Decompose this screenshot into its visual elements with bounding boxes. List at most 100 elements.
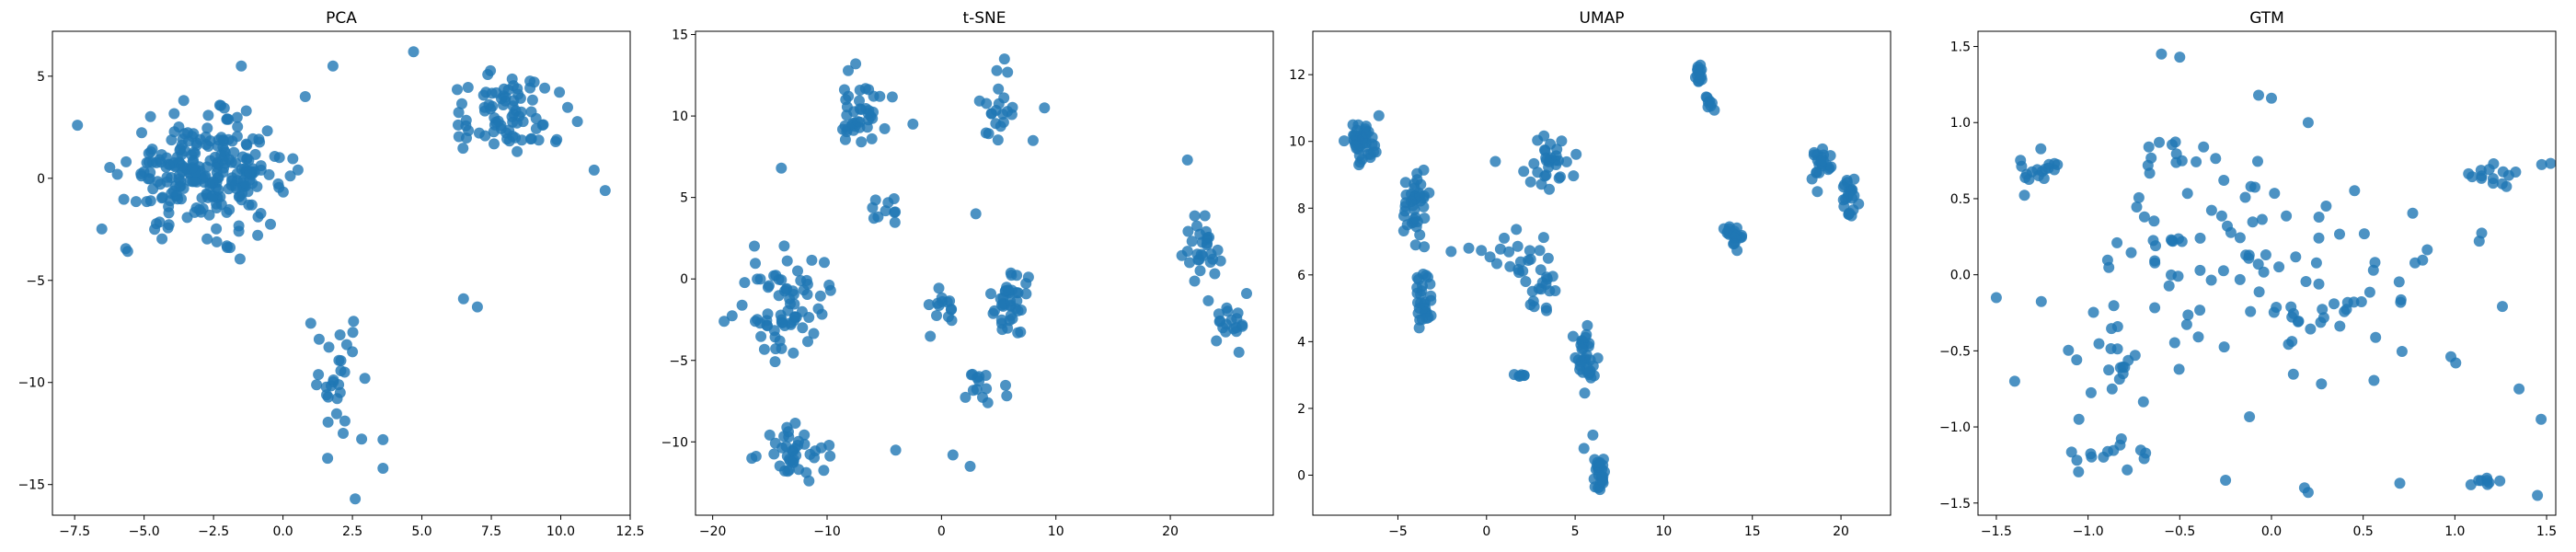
data-point (1411, 287, 1423, 299)
data-point (1189, 210, 1201, 222)
data-point (2106, 323, 2118, 335)
data-point (882, 197, 894, 209)
data-point (1221, 302, 1233, 314)
y-tick-label: −10 (17, 376, 45, 391)
data-point (808, 328, 820, 339)
data-point (783, 426, 794, 438)
data-point (843, 64, 854, 76)
data-point (841, 101, 853, 113)
data-point (530, 122, 542, 134)
data-point (1581, 319, 1593, 331)
data-point (1587, 429, 1599, 441)
data-point (2317, 304, 2329, 316)
data-point (2545, 157, 2556, 169)
data-point (121, 246, 133, 258)
y-tick-label: 10 (672, 109, 688, 124)
data-point (229, 157, 241, 169)
data-point (2032, 170, 2044, 181)
data-point (1413, 322, 1425, 334)
data-point (377, 433, 389, 445)
data-point (852, 116, 864, 128)
data-point (1214, 255, 1226, 267)
data-point (1532, 134, 1544, 146)
data-point (163, 207, 175, 219)
data-point (334, 329, 346, 340)
data-point (797, 322, 809, 334)
data-point (265, 218, 276, 230)
data-point (2217, 265, 2229, 277)
y-tick-label: 10 (1289, 135, 1305, 150)
data-point (2510, 167, 2522, 178)
data-point (854, 103, 866, 115)
data-point (483, 98, 495, 110)
data-point (1418, 164, 1430, 176)
data-point (1000, 285, 1012, 296)
data-point (923, 299, 935, 311)
data-point (510, 105, 522, 117)
data-point (462, 82, 474, 93)
data-point (793, 464, 805, 476)
data-point (967, 385, 979, 397)
data-point (1491, 258, 1502, 270)
y-tick-label: −1.0 (1939, 420, 1971, 435)
data-point (526, 94, 538, 106)
data-point (985, 288, 996, 300)
y-tick-label: 0.0 (1950, 269, 1971, 283)
data-point (719, 316, 730, 328)
data-point (1731, 222, 1742, 234)
data-point (2320, 201, 2332, 212)
data-point (879, 122, 891, 134)
data-point (856, 136, 868, 148)
data-point (2290, 251, 2302, 263)
data-point (776, 162, 788, 174)
data-point (2220, 475, 2232, 486)
data-point (251, 180, 263, 192)
tsne-title: t-SNE (962, 9, 1006, 28)
x-tick-label: 2.5 (342, 524, 362, 539)
umap-subplot: −5 0 5 10 15 20 0 2 4 6 8 10 12 UMAP (1289, 9, 1892, 539)
data-point (322, 391, 334, 403)
data-point (1005, 309, 1017, 321)
data-point (890, 206, 902, 218)
data-point (995, 317, 1007, 329)
data-point (799, 429, 811, 441)
data-point (2407, 207, 2419, 219)
data-point (1423, 187, 1435, 199)
data-point (177, 133, 189, 145)
data-point (1539, 144, 1550, 155)
data-point (2210, 153, 2222, 165)
data-point (1220, 326, 1232, 338)
data-point (2063, 344, 2075, 356)
y-tick-label: 5 (680, 191, 688, 206)
tsne-subplot: −20 −10 0 10 20 −10 −5 0 5 10 15 t-SNE (661, 9, 1274, 539)
data-point (246, 199, 258, 211)
data-point (292, 164, 304, 176)
data-point (482, 69, 494, 80)
data-point (511, 117, 523, 129)
data-point (726, 310, 738, 322)
data-point (1535, 178, 1547, 190)
data-point (1729, 232, 1741, 244)
data-point (338, 428, 349, 439)
data-point (2205, 274, 2217, 286)
data-point (224, 203, 236, 215)
data-point (2281, 210, 2293, 222)
data-point (2102, 445, 2113, 457)
x-tick-label: 20 (1162, 524, 1179, 539)
data-point (525, 133, 536, 145)
data-point (1415, 297, 1427, 309)
data-point (284, 170, 296, 182)
data-point (1549, 285, 1561, 296)
x-tick-label: 10 (1048, 524, 1064, 539)
data-point (471, 301, 483, 313)
data-point (305, 317, 316, 329)
data-point (143, 156, 155, 168)
data-point (1463, 242, 1475, 254)
data-point (779, 465, 790, 477)
data-point (1838, 201, 1850, 213)
data-point (1184, 257, 1195, 269)
data-point (960, 391, 972, 403)
data-point (269, 151, 281, 162)
data-point (1848, 173, 1860, 185)
data-point (2108, 300, 2120, 312)
